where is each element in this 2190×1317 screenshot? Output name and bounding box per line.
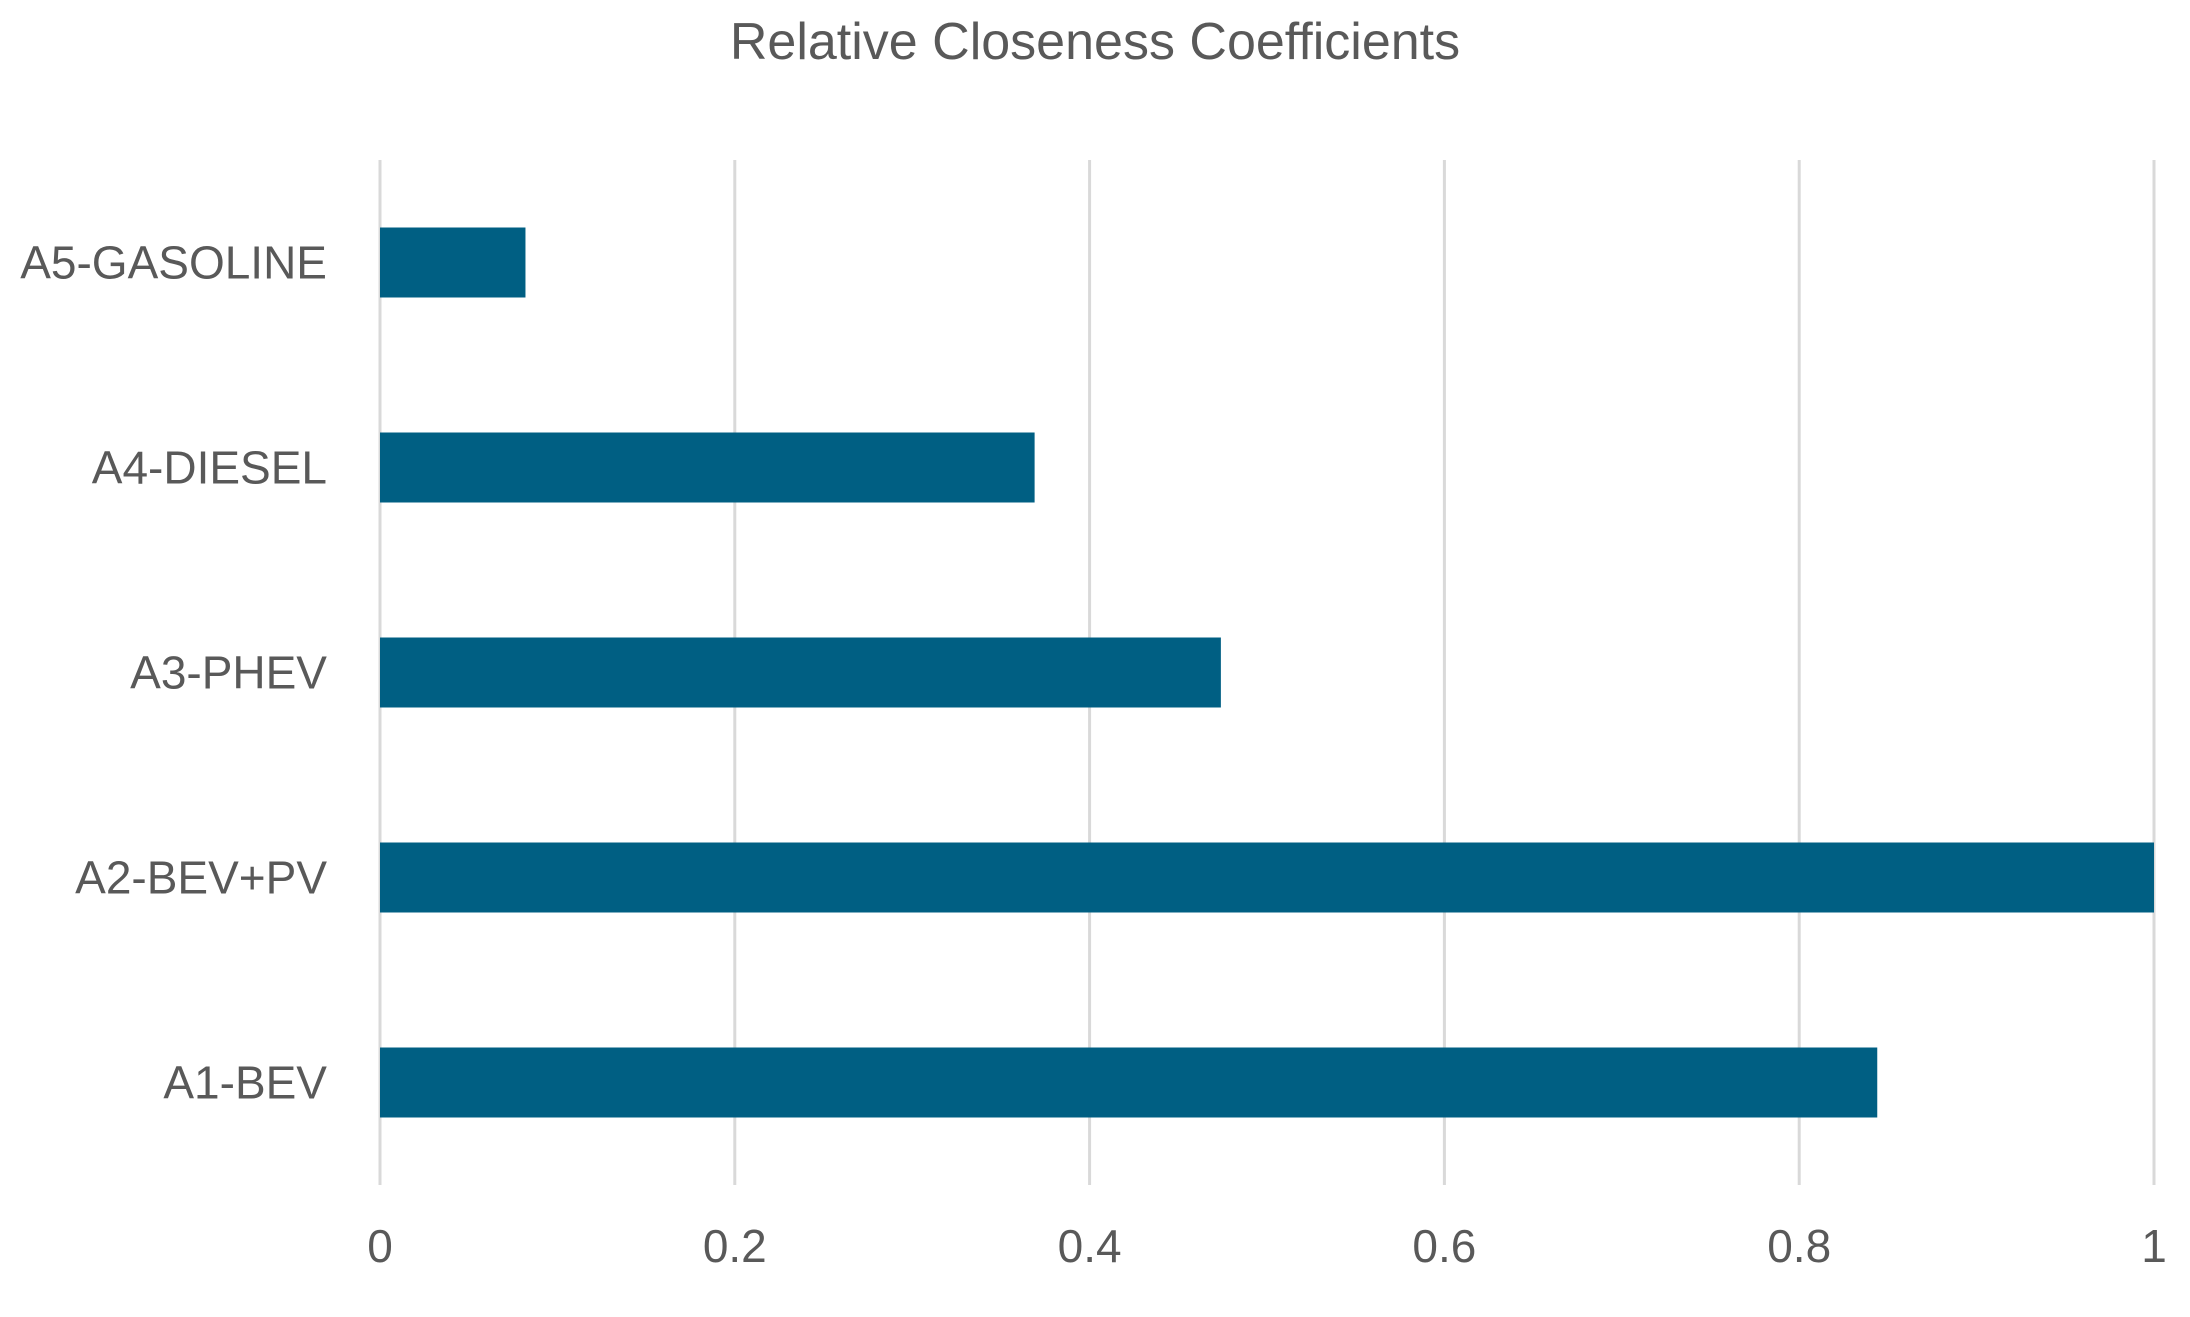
x-tick-label: 0 — [367, 1220, 393, 1272]
bar-a4-diesel — [380, 432, 1035, 503]
category-label: A3-PHEV — [130, 647, 327, 699]
category-label: A5-GASOLINE — [20, 237, 327, 289]
bars — [380, 227, 2154, 1118]
category-label: A4-DIESEL — [92, 442, 327, 494]
x-tick-label: 0.8 — [1767, 1220, 1831, 1272]
chart-title: Relative Closeness Coefficients — [729, 13, 1461, 71]
bar-a3-phev — [380, 637, 1221, 708]
bar-a5-gasoline — [380, 227, 526, 298]
x-tick-label: 0.6 — [1412, 1220, 1476, 1272]
category-label: A2-BEV+PV — [75, 852, 327, 904]
bar-a2-bev-pv — [380, 842, 2154, 913]
bar-a1-bev — [380, 1047, 1878, 1118]
x-tick-label: 1 — [2141, 1220, 2167, 1272]
category-labels: A1-BEV A2-BEV+PV A3-PHEV A4-DIESEL A5-GASOLI… — [20, 237, 327, 1109]
x-tick-label: 0.4 — [1058, 1220, 1122, 1272]
x-tick-label: 0.2 — [703, 1220, 767, 1272]
category-label: A1-BEV — [163, 1057, 327, 1109]
x-tick-labels: 0 0.2 0.4 0.6 0.8 1 — [367, 1220, 2167, 1272]
